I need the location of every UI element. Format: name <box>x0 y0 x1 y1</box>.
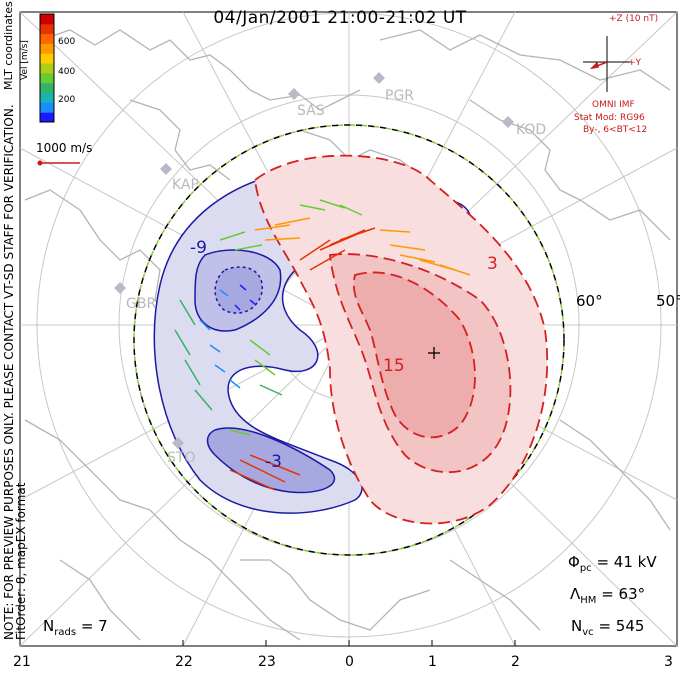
lambda-sub: HM <box>580 595 597 606</box>
coastlines <box>24 29 671 641</box>
map-title: 04/Jan/2001 21:00-21:02 UT <box>213 8 467 28</box>
radar-markers <box>114 72 514 449</box>
nrads-symbol: N <box>43 617 55 635</box>
nrads-sub: rads <box>54 627 77 638</box>
colorbar-tick: 200 <box>58 95 76 105</box>
colorbar-segment <box>40 112 54 123</box>
mlt-label: 3 <box>664 654 673 670</box>
mlt-ticks <box>182 640 516 646</box>
boundary-circle-green <box>133 124 565 556</box>
phi-sub: pc <box>579 563 592 574</box>
nvc-sub: vc <box>582 627 594 638</box>
imf-model: Stat Mod: RG96 <box>574 113 645 123</box>
imf-clock-dial <box>583 36 631 92</box>
colorbar-segment <box>40 53 54 64</box>
phi-value: = 41 kV <box>596 553 657 571</box>
radar-label: STO <box>167 450 196 466</box>
nvc-symbol: N <box>571 617 583 635</box>
phi-symbol: Φ <box>568 553 580 571</box>
imf-z-label: +Z (10 nT) <box>609 14 659 24</box>
contour-label: 15 <box>383 356 405 376</box>
latitude-label: 60° <box>576 292 603 310</box>
latitude-label: 50° <box>656 292 680 310</box>
radar-count: Nrads = 7 <box>43 617 108 638</box>
colorbar-tick: 600 <box>58 37 76 47</box>
colorbar-segment <box>40 33 54 44</box>
velocity-vectors <box>174 199 471 491</box>
vector-count: Nvc = 545 <box>571 617 644 638</box>
mlt-label: 21 <box>13 654 31 670</box>
reference-vector <box>37 160 80 166</box>
colorbar-tick: 400 <box>58 67 76 77</box>
radar-label: KOD <box>516 122 547 138</box>
mlt-label: 23 <box>258 654 276 670</box>
fit-order-note: FitOrder: 8, mapEX format <box>14 482 28 640</box>
colorbar-segment <box>40 63 54 74</box>
positive-potential-cell <box>254 154 549 525</box>
mlt-label: 1 <box>428 654 437 670</box>
colorbar-segment <box>40 102 54 113</box>
reference-vector-label: 1000 m/s <box>36 141 93 155</box>
colorbar-segment <box>40 82 54 94</box>
colorbar-label: Vel [m/s] <box>20 40 30 80</box>
mlt-label: 2 <box>511 654 520 670</box>
nvc-value: = 545 <box>598 617 645 635</box>
radar-label: PGR <box>385 88 415 104</box>
radar-label: KAP <box>172 177 199 193</box>
contour-label: -9 <box>190 238 207 258</box>
imf-source: OMNI IMF <box>592 100 635 110</box>
mlt-label: 0 <box>345 654 354 670</box>
contour-label: -3 <box>265 452 282 472</box>
colorbar-segment <box>40 14 54 25</box>
mlt-label: 22 <box>175 654 193 670</box>
radar-label: GBR <box>126 296 157 312</box>
hm-boundary-latitude: ΛHM = 63° <box>570 585 645 606</box>
lambda-symbol: Λ <box>570 585 581 603</box>
imf-condition: By-, 6<BT<12 <box>583 125 648 135</box>
contour-label: 3 <box>487 254 498 274</box>
colorbar-border <box>39 13 55 123</box>
lambda-value: = 63° <box>601 585 646 603</box>
imf-vector <box>589 61 608 70</box>
imf-y-label: +Y <box>628 58 642 68</box>
cross-polar-potential: Φpc = 41 kV <box>568 553 657 574</box>
colorbar <box>39 13 55 123</box>
coordinate-note: MLT coordinates <box>2 1 15 90</box>
colorbar-segment <box>40 43 54 54</box>
potential-max-marker <box>428 347 440 359</box>
colorbar-segment <box>40 23 54 35</box>
nrads-value: = 7 <box>80 617 108 635</box>
colorbar-segment <box>40 92 54 103</box>
colorbar-segment <box>40 72 54 84</box>
radar-label: SAS <box>297 103 325 119</box>
